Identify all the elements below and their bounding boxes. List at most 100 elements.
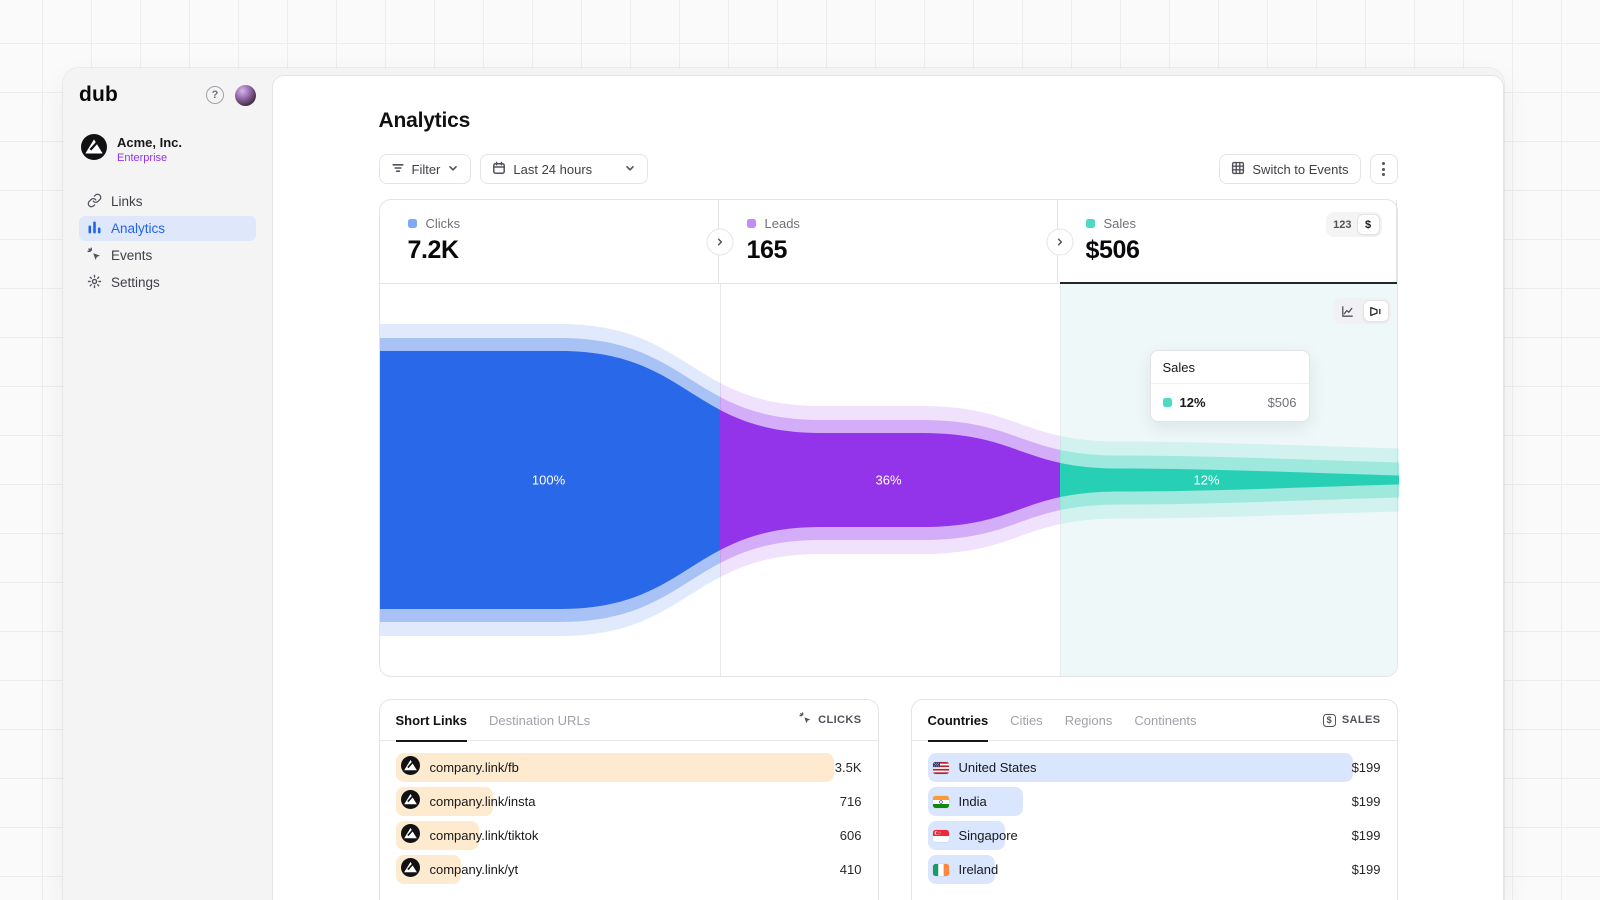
date-range-value: Last 24 hours: [513, 161, 593, 177]
switch-to-events-label: Switch to Events: [1252, 161, 1349, 177]
chart-type-toggle: [1332, 298, 1391, 324]
table-row[interactable]: company.link/yt 410: [395, 855, 862, 884]
row-value: $199: [1351, 828, 1381, 843]
flag-us-icon: [932, 761, 949, 774]
table-row[interactable]: India $199: [927, 787, 1381, 816]
row-value: $199: [1351, 794, 1381, 809]
filter-button-label: Filter: [411, 161, 441, 177]
unit-count-option[interactable]: 123: [1333, 218, 1352, 231]
table-row[interactable]: Ireland $199: [927, 855, 1381, 884]
table-grid-icon: [1231, 161, 1245, 178]
table-row[interactable]: company.link/insta 716: [395, 787, 862, 816]
funnel-chart-area[interactable]: 100% 36% 12% Sales: [379, 284, 1399, 676]
funnel-percent-label: 12%: [1193, 472, 1220, 488]
metric-value: 7.2K: [407, 236, 460, 264]
table-row[interactable]: United States $199: [927, 753, 1381, 782]
acme-logo-icon: [400, 789, 420, 814]
filter-button[interactable]: Filter: [378, 154, 472, 184]
metric-value: 165: [746, 236, 788, 264]
funnel-chart-toggle-icon[interactable]: [1362, 300, 1389, 322]
tab-regions[interactable]: Regions: [1064, 712, 1113, 728]
chevron-down-icon: [447, 162, 459, 177]
row-value: 3.5K: [834, 760, 862, 775]
funnel-percent-label: 100%: [531, 472, 566, 488]
tab-destination-urls[interactable]: Destination URLs: [489, 712, 591, 728]
funnel-metrics-header: Clicks 7.2K Leads 165: [379, 200, 1397, 284]
workspace-name: Acme, Inc.: [117, 135, 183, 150]
sales-unit-toggle: 123 $: [1326, 212, 1382, 237]
help-icon[interactable]: ?: [206, 86, 224, 104]
switch-to-events-button[interactable]: Switch to Events: [1219, 154, 1361, 184]
dub-logo: dub: [79, 83, 119, 106]
sales-metric-label: SALES: [1341, 714, 1381, 726]
filter-lines-icon: [391, 161, 405, 178]
sales-legend-dot: [1085, 219, 1095, 228]
tooltip-percent: 12%: [1179, 395, 1206, 410]
row-label: company.link/fb: [429, 760, 519, 775]
chevron-down-icon: [624, 162, 636, 177]
table-row[interactable]: company.link/fb 3.5K: [395, 753, 862, 782]
metric-sales[interactable]: Sales $506 123 $: [1058, 200, 1397, 283]
clicks-metric-label: CLICKS: [818, 714, 862, 726]
user-avatar[interactable]: [235, 84, 256, 106]
workspace-logo-icon: [81, 134, 107, 165]
flag-ie-icon: [932, 863, 949, 876]
table-row[interactable]: Singapore $199: [927, 821, 1381, 850]
link-icon: [87, 193, 102, 211]
row-label: company.link/tiktok: [429, 828, 539, 843]
sidebar-item-label: Settings: [111, 275, 160, 290]
sidebar-item-settings[interactable]: Settings: [79, 270, 256, 295]
row-label: Singapore: [958, 828, 1018, 843]
tooltip-value: $506: [1267, 395, 1297, 410]
countries-card: Countries Cities Regions Continents $ SA…: [910, 699, 1398, 900]
tooltip-legend-dot: [1162, 398, 1172, 407]
tooltip-title: Sales: [1150, 351, 1309, 384]
date-range-button[interactable]: Last 24 hours: [480, 154, 649, 184]
sidebar-item-analytics[interactable]: Analytics: [79, 216, 256, 241]
table-row[interactable]: company.link/tiktok 606: [395, 821, 862, 850]
page-title: Analytics: [378, 109, 471, 132]
row-label: company.link/yt: [429, 862, 519, 877]
tab-short-links[interactable]: Short Links: [395, 700, 467, 742]
sidebar-item-events[interactable]: Events: [79, 243, 256, 268]
row-value: 606: [839, 828, 862, 843]
value-bar: [927, 753, 1354, 782]
countries-table: United States $199 India $199 Singapore $199 I…: [912, 741, 1397, 884]
more-options-button[interactable]: [1369, 154, 1398, 184]
funnel-step-chevron-button[interactable]: [1046, 228, 1073, 256]
leads-legend-dot: [746, 219, 756, 228]
row-label: United States: [958, 760, 1037, 775]
row-value: 716: [839, 794, 862, 809]
metric-value: $506: [1085, 236, 1140, 264]
invoice-dollar-icon: $: [1322, 713, 1336, 727]
tab-countries[interactable]: Countries: [927, 700, 988, 742]
line-chart-toggle-icon[interactable]: [1335, 300, 1361, 322]
clicks-metric-header[interactable]: CLICKS: [799, 712, 861, 728]
sidebar: dub ? Acme, Inc. Enterprise Links: [63, 68, 272, 900]
sidebar-nav: Links Analytics Events Settings: [79, 189, 256, 295]
calendar-icon: [492, 161, 506, 178]
row-label: Ireland: [958, 862, 999, 877]
acme-logo-icon: [400, 823, 420, 848]
row-value: $199: [1351, 862, 1381, 877]
app-window: dub ? Acme, Inc. Enterprise Links: [63, 68, 1504, 900]
workspace-switcher[interactable]: Acme, Inc. Enterprise: [81, 134, 256, 165]
row-value: 410: [839, 862, 862, 877]
funnel-percent-label: 36%: [875, 472, 902, 488]
sidebar-item-label: Links: [111, 194, 143, 209]
sidebar-item-links[interactable]: Links: [79, 189, 256, 214]
sales-metric-header[interactable]: $ SALES: [1322, 713, 1381, 727]
short-links-table: company.link/fb 3.5K company.link/insta 716…: [380, 741, 878, 884]
clicks-legend-dot: [407, 219, 417, 228]
metric-clicks[interactable]: Clicks 7.2K: [380, 200, 719, 283]
row-label: company.link/insta: [429, 794, 536, 809]
funnel-chart-card: Clicks 7.2K Leads 165: [378, 199, 1399, 677]
funnel-step-chevron-button[interactable]: [706, 228, 733, 256]
unit-currency-option[interactable]: $: [1356, 214, 1380, 235]
tab-continents[interactable]: Continents: [1134, 712, 1197, 728]
cursor-click-icon: [799, 712, 812, 728]
metric-leads[interactable]: Leads 165: [719, 200, 1058, 283]
sales-hover-underline: [1059, 282, 1397, 284]
tab-cities[interactable]: Cities: [1010, 712, 1043, 728]
chart-tooltip: Sales 12% $506: [1149, 350, 1310, 422]
